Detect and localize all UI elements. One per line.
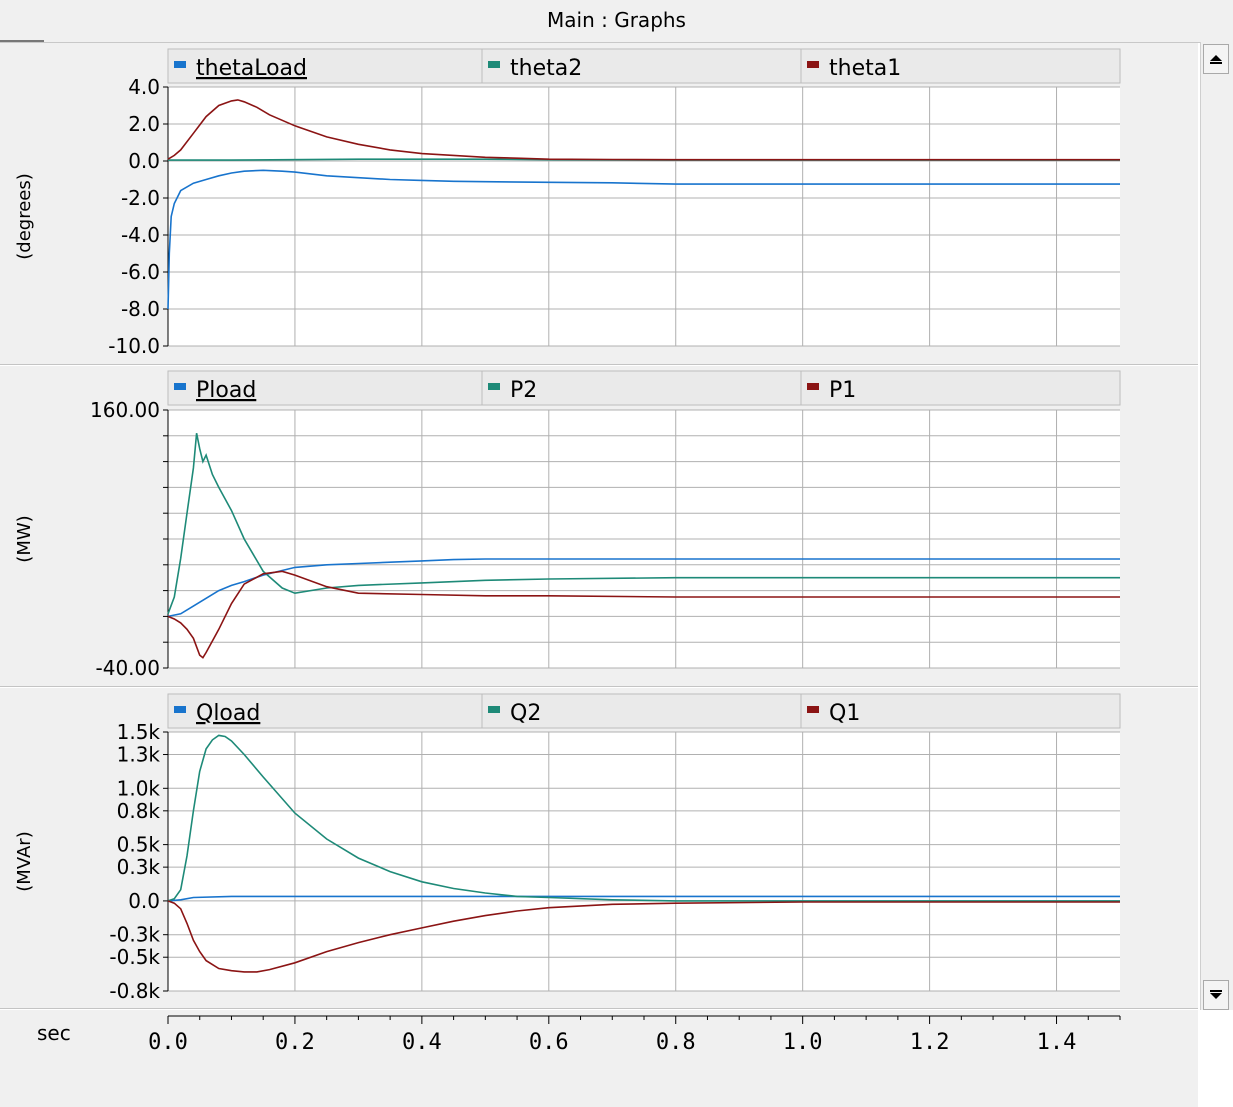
scroll-up-arrow-icon xyxy=(1210,55,1222,64)
y-tick-label: -10.0 xyxy=(108,334,160,358)
series-line-Q1 xyxy=(167,900,1120,973)
legend-label: P1 xyxy=(829,378,856,403)
scroll-down-button[interactable] xyxy=(1203,980,1229,1010)
y-tick-label: 2.0 xyxy=(128,112,160,136)
legend-swatch xyxy=(488,383,500,390)
title-bar-accent xyxy=(0,40,44,42)
x-tick-label: 0.4 xyxy=(402,1030,442,1055)
legend-item-Q2[interactable]: Q2 xyxy=(481,693,802,729)
series-line-P2 xyxy=(167,433,1120,615)
time-axis-area xyxy=(0,1010,1198,1107)
x-axis-unit-label: sec xyxy=(37,1021,71,1045)
y-tick-label: 4.0 xyxy=(128,75,160,99)
x-tick-label: 1.2 xyxy=(910,1030,950,1055)
legend-label: theta2 xyxy=(510,56,582,81)
legend-label: P2 xyxy=(510,378,537,403)
legend-swatch xyxy=(807,383,819,390)
window-title: Main : Graphs xyxy=(547,8,686,32)
legend-swatch xyxy=(807,61,819,68)
y-axis-label: (MW) xyxy=(14,515,35,562)
series-line-theta1 xyxy=(167,99,1120,161)
scroll-down-arrow-icon xyxy=(1210,990,1222,999)
legend-label: thetaLoad xyxy=(196,56,307,81)
y-tick-label: 1.5k xyxy=(117,720,161,744)
y-tick-label: 0.0 xyxy=(128,889,160,913)
y-tick-label: 0.3k xyxy=(117,855,161,879)
y-tick-label: 0.8k xyxy=(117,799,161,823)
legend-item-theta1[interactable]: theta1 xyxy=(800,48,1121,84)
chart-2: 160.00 -40.00 (MW) Pload P2 P1 xyxy=(14,370,1121,680)
plot-area xyxy=(168,732,1120,991)
legend-item-theta2[interactable]: theta2 xyxy=(481,48,802,84)
x-tick-label: 1.0 xyxy=(783,1030,823,1055)
legend-item-P1[interactable]: P1 xyxy=(800,370,1121,406)
legend-item-Q1[interactable]: Q1 xyxy=(800,693,1121,729)
series-line-Q2 xyxy=(167,734,1120,902)
legend-item-Qload[interactable]: Qload xyxy=(167,693,483,729)
x-tick-label: 0.0 xyxy=(148,1030,188,1055)
x-axis: 0.0 0.2 0.4 0.6 0.8 1.0 1.2 1.4 sec xyxy=(37,1015,1121,1055)
y-tick-label: -0.3k xyxy=(109,923,160,947)
x-tick-label: 0.6 xyxy=(529,1030,569,1055)
y-tick-label: -0.8k xyxy=(109,979,160,1003)
legend-swatch xyxy=(174,61,186,68)
y-tick-label: 160.00 xyxy=(90,398,160,422)
legend-swatch xyxy=(488,706,500,713)
x-tick-label: 0.2 xyxy=(275,1030,315,1055)
chart-3: 1.5k1.3k 1.0k0.8k 0.5k0.3k 0.0 -0.3k-0.5k -0.… xyxy=(14,693,1121,1003)
legend-item-P2[interactable]: P2 xyxy=(481,370,802,406)
y-tick-label: -40.00 xyxy=(96,656,160,680)
legend-label: theta1 xyxy=(829,56,901,81)
x-tick-label: 0.8 xyxy=(656,1030,696,1055)
legend-label: Qload xyxy=(196,701,260,726)
legend-label: Pload xyxy=(196,378,256,403)
series-line-P1 xyxy=(167,570,1120,659)
series-line-Pload xyxy=(167,558,1120,618)
y-tick-label: 1.0k xyxy=(117,776,161,800)
legend-swatch xyxy=(174,706,186,713)
legend-label: Q1 xyxy=(829,701,860,726)
y-tick-label: -2.0 xyxy=(121,186,160,210)
legend-swatch xyxy=(807,706,819,713)
series-line-Qload xyxy=(167,895,1120,902)
y-tick-label: -4.0 xyxy=(121,223,160,247)
legend-swatch xyxy=(174,383,186,390)
y-axis-label: (MVAr) xyxy=(14,831,35,891)
y-tick-label: -0.5k xyxy=(109,945,160,969)
y-tick-label: -8.0 xyxy=(121,297,160,321)
y-tick-label: 0.0 xyxy=(128,149,160,173)
series-line-thetaLoad xyxy=(167,169,1120,310)
x-tick-label: 1.4 xyxy=(1037,1030,1077,1055)
vertical-scrollbar[interactable] xyxy=(1200,42,1233,1010)
y-tick-label: -6.0 xyxy=(121,260,160,284)
window-title-bar: Main : Graphs xyxy=(0,0,1233,43)
y-axis-label: (degrees) xyxy=(14,173,35,260)
scroll-up-button[interactable] xyxy=(1203,44,1229,74)
y-tick-label: 0.5k xyxy=(117,833,161,857)
legend-item-Pload[interactable]: Pload xyxy=(167,370,483,406)
plot-area xyxy=(168,87,1120,346)
y-tick-label: 1.3k xyxy=(117,743,161,767)
legend-label: Q2 xyxy=(510,701,541,726)
legend-swatch xyxy=(488,61,500,68)
chart-1: 4.0 2.0 0.0 -2.0 -4.0 -6.0 -8.0 -10.0 (degrees) t… xyxy=(14,48,1121,358)
legend-item-thetaLoad[interactable]: thetaLoad xyxy=(167,48,483,84)
